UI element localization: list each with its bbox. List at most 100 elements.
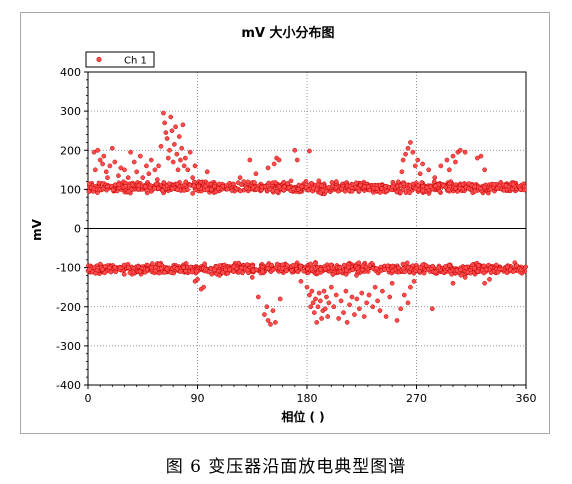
data-point — [356, 306, 362, 312]
data-point — [522, 187, 527, 193]
data-point — [438, 163, 444, 169]
legend-marker — [96, 56, 102, 62]
data-point — [173, 124, 178, 130]
data-point — [86, 181, 92, 187]
data-point — [504, 264, 510, 270]
data-point — [117, 265, 123, 271]
data-point — [466, 186, 472, 192]
data-point — [382, 267, 387, 272]
data-point — [421, 270, 427, 276]
data-point — [166, 181, 172, 187]
data-point — [310, 300, 316, 306]
data-point — [174, 181, 180, 187]
data-point — [274, 189, 280, 194]
data-point — [215, 186, 221, 192]
data-point — [314, 320, 320, 325]
data-point — [323, 188, 329, 194]
data-point — [91, 149, 97, 155]
data-point — [408, 140, 413, 145]
legend: Ch 1 — [85, 51, 155, 68]
data-point — [174, 266, 180, 272]
data-point — [365, 184, 371, 190]
data-point — [190, 191, 195, 196]
data-point — [426, 167, 432, 173]
data-point — [277, 296, 283, 302]
data-point — [518, 267, 524, 273]
data-point — [333, 184, 339, 190]
data-point — [476, 263, 481, 268]
data-point — [152, 167, 158, 173]
data-point — [380, 288, 385, 294]
y-tick-label: 0 — [74, 223, 81, 236]
data-point — [338, 298, 344, 304]
data-point — [93, 271, 98, 276]
data-point — [188, 264, 194, 270]
data-point — [472, 265, 477, 271]
data-point — [137, 153, 143, 159]
data-point — [344, 320, 350, 325]
data-point — [276, 184, 282, 190]
data-point — [405, 145, 411, 151]
data-point — [401, 292, 407, 298]
data-point — [324, 294, 329, 300]
data-point — [167, 147, 172, 153]
data-point — [510, 181, 516, 187]
data-point — [360, 263, 366, 269]
y-tick-label: -300 — [56, 340, 81, 353]
figure-frame: mV 大小分布图 0 90 180 270 360 -400 -300 -200 -100 0 10… — [20, 12, 550, 434]
data-point — [276, 157, 282, 163]
data-point — [92, 167, 98, 173]
data-point — [495, 185, 500, 191]
data-point — [269, 262, 274, 268]
data-point — [144, 163, 149, 169]
data-point — [161, 180, 167, 185]
data-point — [306, 182, 312, 188]
data-point — [217, 273, 222, 278]
data-point — [183, 268, 189, 274]
data-point — [379, 186, 384, 191]
data-point — [241, 179, 247, 184]
data-point — [389, 280, 395, 286]
data-point — [131, 159, 137, 165]
data-point — [202, 261, 208, 267]
data-point — [123, 183, 128, 189]
data-point — [281, 187, 287, 193]
data-point — [279, 266, 285, 271]
data-point — [377, 308, 383, 314]
data-point — [174, 151, 180, 157]
data-point — [252, 180, 257, 185]
data-point — [100, 161, 105, 167]
data-point — [265, 266, 271, 271]
data-point — [433, 183, 438, 189]
data-point — [399, 169, 405, 175]
y-tick-label: 100 — [60, 183, 81, 196]
data-point — [450, 280, 456, 286]
data-point — [125, 265, 131, 270]
data-point — [311, 310, 317, 315]
data-point — [374, 186, 380, 191]
data-point — [318, 298, 323, 304]
data-point — [239, 265, 244, 271]
data-point — [97, 157, 103, 163]
data-point — [154, 181, 159, 187]
data-point — [307, 148, 312, 154]
data-point — [356, 188, 362, 194]
data-point — [191, 183, 197, 189]
data-point — [297, 263, 303, 269]
data-point — [265, 318, 271, 323]
legend-entry-ch1: Ch 1 — [124, 56, 147, 67]
data-point — [359, 267, 365, 273]
data-point — [304, 284, 310, 290]
data-point — [298, 278, 304, 284]
data-point — [314, 187, 320, 193]
data-point — [488, 186, 494, 192]
data-point — [106, 265, 112, 271]
data-point — [400, 266, 406, 272]
data-point — [267, 186, 273, 192]
data-point — [395, 179, 401, 185]
data-point — [390, 263, 395, 269]
data-point — [481, 270, 487, 276]
data-point — [149, 261, 155, 266]
data-point — [478, 186, 483, 192]
data-point — [249, 275, 255, 280]
